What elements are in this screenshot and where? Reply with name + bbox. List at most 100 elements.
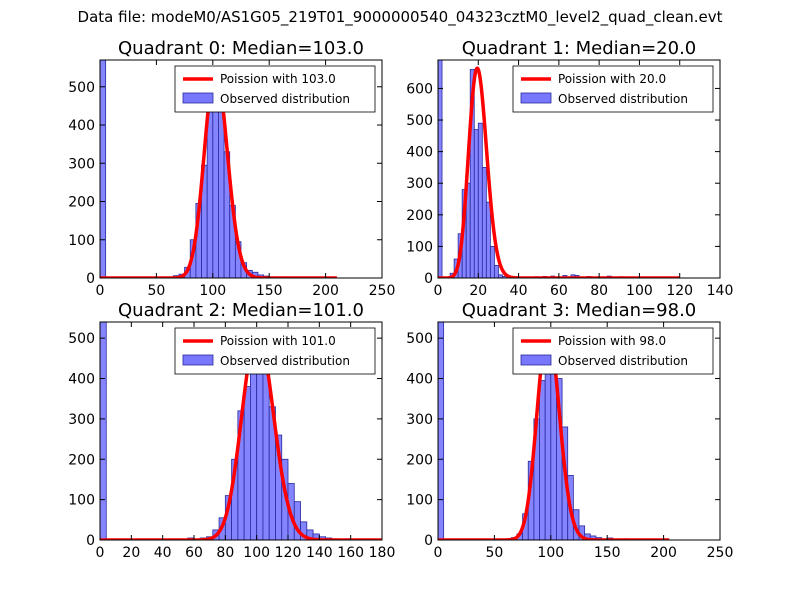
x-tick-label: 40 bbox=[154, 545, 172, 561]
histogram-panel-0: Quadrant 0: Median=103.0 0 50 100 150 200 250 0… bbox=[68, 38, 395, 299]
y-tick-label: 300 bbox=[406, 412, 433, 428]
histogram-panel-1: Quadrant 1: Median=20.0 0 20 40 60 80 100 120 14… bbox=[406, 38, 733, 299]
legend-bar-swatch bbox=[520, 92, 552, 104]
x-tick-label: 200 bbox=[650, 545, 677, 561]
y-tick-label: 500 bbox=[68, 80, 95, 96]
axes-frame bbox=[99, 59, 383, 279]
x-tick-label: 40 bbox=[510, 283, 528, 299]
histogram-bar bbox=[485, 201, 491, 278]
legend-bar-swatch bbox=[182, 354, 214, 366]
poisson-curve bbox=[438, 66, 681, 278]
x-tick-label: 250 bbox=[369, 283, 396, 299]
figure-suptitle: Data file: modeM0/AS1G05_219T01_90000005… bbox=[77, 8, 723, 26]
y-tick-label: 0 bbox=[86, 271, 95, 287]
histogram-panel-2: Quadrant 2: Median=101.0 0 20 40 60 80 100 120 1… bbox=[68, 300, 395, 561]
y-tick-label: 100 bbox=[68, 233, 95, 249]
x-tick-label: 60 bbox=[550, 283, 568, 299]
histogram-bar bbox=[256, 349, 264, 540]
legend-line-label: Poission with 101.0 bbox=[220, 334, 336, 348]
y-tick-label: 0 bbox=[424, 271, 433, 287]
panel-title: Quadrant 3: Median=98.0 bbox=[462, 300, 697, 321]
y-tick-label: 100 bbox=[406, 493, 433, 509]
x-tick-label: 0 bbox=[96, 545, 105, 561]
axes-frame bbox=[437, 59, 721, 279]
x-tick-label: 150 bbox=[256, 283, 283, 299]
legend-box bbox=[512, 65, 714, 113]
histogram-bar bbox=[489, 246, 495, 278]
x-tick-label: 250 bbox=[707, 545, 734, 561]
legend-bar-swatch bbox=[182, 92, 214, 104]
y-tick-label: 500 bbox=[406, 113, 433, 129]
x-tick-label: 80 bbox=[590, 283, 608, 299]
panel-title: Quadrant 0: Median=103.0 bbox=[118, 38, 364, 59]
y-tick-label: 300 bbox=[68, 412, 95, 428]
x-tick-label: 20 bbox=[122, 545, 140, 561]
histogram-panel-3: Quadrant 3: Median=98.0 0 50 100 150 200 250 0 1… bbox=[406, 300, 733, 561]
y-tick-label: 500 bbox=[68, 331, 95, 347]
legend-line-label: Poission with 98.0 bbox=[558, 334, 666, 348]
legend-box bbox=[174, 65, 376, 113]
y-tick-label: 500 bbox=[406, 331, 433, 347]
legend: Poission with 20.0 Observed distribution bbox=[512, 65, 714, 113]
x-tick-label: 20 bbox=[469, 283, 487, 299]
histogram-bar bbox=[100, 322, 107, 540]
axes-frame bbox=[437, 321, 721, 541]
x-tick-label: 140 bbox=[707, 283, 734, 299]
histogram-bar bbox=[473, 129, 479, 278]
y-tick-label: 100 bbox=[406, 239, 433, 255]
x-tick-label: 160 bbox=[337, 545, 364, 561]
x-tick-label: 150 bbox=[594, 545, 621, 561]
legend: Poission with 98.0 Observed distribution bbox=[512, 327, 714, 375]
histogram-bar bbox=[438, 60, 443, 278]
y-tick-label: 0 bbox=[86, 533, 95, 549]
histogram-bar bbox=[243, 386, 251, 540]
legend-bar-label: Observed distribution bbox=[220, 92, 350, 106]
x-tick-label: 0 bbox=[434, 545, 443, 561]
histogram-bar bbox=[249, 345, 258, 540]
y-tick-label: 200 bbox=[406, 208, 433, 224]
x-tick-label: 100 bbox=[199, 283, 226, 299]
panel-title: Quadrant 1: Median=20.0 bbox=[462, 38, 697, 59]
histogram-bar bbox=[438, 322, 445, 540]
x-tick-label: 120 bbox=[275, 545, 302, 561]
y-tick-label: 400 bbox=[68, 118, 95, 134]
legend-box bbox=[512, 327, 714, 375]
legend-bar-label: Observed distribution bbox=[220, 354, 350, 368]
y-tick-label: 200 bbox=[68, 452, 95, 468]
legend-bar-label: Observed distribution bbox=[558, 354, 688, 368]
y-tick-label: 0 bbox=[424, 533, 433, 549]
legend-line-label: Poission with 20.0 bbox=[558, 72, 666, 86]
legend-bar-swatch bbox=[520, 354, 552, 366]
x-tick-label: 50 bbox=[485, 545, 503, 561]
legend-bar-label: Observed distribution bbox=[558, 92, 688, 106]
y-tick-label: 300 bbox=[406, 176, 433, 192]
x-tick-label: 180 bbox=[369, 545, 396, 561]
y-tick-label: 400 bbox=[406, 145, 433, 161]
histogram-bar bbox=[481, 167, 487, 278]
x-tick-label: 100 bbox=[626, 283, 653, 299]
histogram-bar bbox=[539, 380, 546, 540]
histogram-bar bbox=[544, 349, 552, 540]
legend: Poission with 103.0 Observed distribution bbox=[174, 65, 376, 113]
histogram-bar bbox=[100, 60, 107, 278]
x-tick-label: 50 bbox=[147, 283, 165, 299]
axes-frame bbox=[99, 321, 383, 541]
x-tick-label: 80 bbox=[216, 545, 234, 561]
y-tick-label: 400 bbox=[406, 372, 433, 388]
legend-box bbox=[174, 327, 376, 375]
y-tick-label: 600 bbox=[406, 81, 433, 97]
y-tick-label: 400 bbox=[68, 372, 95, 388]
x-tick-label: 100 bbox=[243, 545, 270, 561]
panel-title: Quadrant 2: Median=101.0 bbox=[118, 300, 364, 321]
y-tick-label: 200 bbox=[406, 452, 433, 468]
x-tick-label: 200 bbox=[312, 283, 339, 299]
x-tick-label: 120 bbox=[666, 283, 693, 299]
histogram-bar bbox=[493, 264, 499, 278]
y-tick-label: 300 bbox=[68, 156, 95, 172]
x-tick-label: 60 bbox=[185, 545, 203, 561]
y-tick-label: 100 bbox=[68, 493, 95, 509]
y-tick-label: 200 bbox=[68, 195, 95, 211]
histogram-bar bbox=[218, 101, 225, 278]
legend: Poission with 101.0 Observed distribution bbox=[174, 327, 376, 375]
